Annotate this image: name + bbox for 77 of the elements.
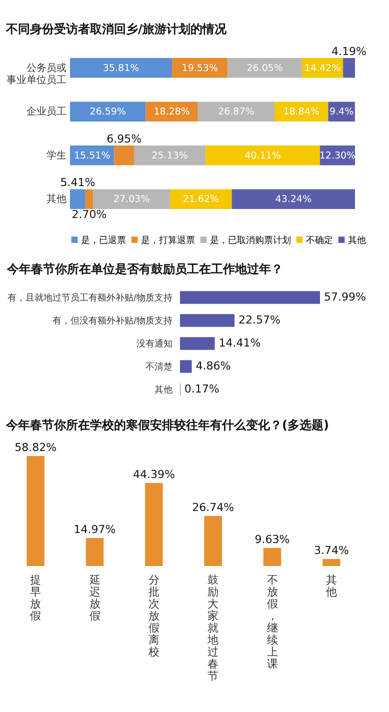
- bar: [206, 146, 320, 166]
- data-label: 27.03%: [114, 194, 150, 206]
- data-label: 21.62%: [182, 194, 220, 206]
- data-label: 19.53%: [182, 62, 218, 74]
- y-tick-label: 公务员或事业单位员工: [6, 62, 66, 86]
- data-label: 9.63%: [254, 532, 290, 546]
- data-label: 26.59%: [90, 106, 126, 118]
- bar: [86, 538, 104, 566]
- data-label: 26.74%: [192, 500, 234, 514]
- data-label: 12.30%: [319, 150, 356, 162]
- y-tick-label: 有，且就地过节员工有额外补贴/物质支持: [7, 292, 172, 304]
- bar: [170, 189, 232, 209]
- data-label: 5.41%: [60, 176, 96, 190]
- data-label: 58.82%: [14, 441, 57, 454]
- y-tick-label: 不清楚: [146, 362, 172, 372]
- y-tick-label: 学生: [46, 149, 66, 162]
- legend-label: 是，已取消购票计划: [210, 234, 291, 246]
- bar: [180, 291, 320, 304]
- bar: [70, 189, 86, 209]
- category-label: 鼓励大家就地过春节: [208, 574, 219, 682]
- data-label: 25.13%: [152, 150, 188, 162]
- y-tick-label: 没有通知: [136, 338, 172, 350]
- bar: [85, 189, 94, 209]
- bar: [204, 516, 222, 566]
- bar: [134, 146, 206, 166]
- data-label: 26.05%: [246, 62, 283, 74]
- chart-title: 今年春节你所在学校的寒假安排较往年有什么变化？(多选题): [5, 418, 329, 432]
- data-label: 40.11%: [244, 150, 281, 162]
- data-label: 4.86%: [196, 360, 231, 372]
- x-tick-label: 提早放假: [30, 574, 42, 622]
- y-tick-label: 其他: [46, 193, 66, 206]
- data-label: 57.99%: [324, 290, 366, 304]
- bar: [114, 146, 134, 166]
- bar: [180, 314, 234, 327]
- bar: [263, 548, 282, 566]
- x-tick-label: 延迟放假: [88, 574, 100, 622]
- bar: [232, 189, 355, 209]
- y-tick-label: 其他: [154, 384, 172, 396]
- data-label: 22.57%: [238, 314, 280, 326]
- x-tick-label: 分批次放假离校: [147, 574, 160, 658]
- legend-label: 其他: [348, 234, 366, 246]
- data-label: 43.24%: [275, 194, 312, 206]
- data-label: 26.87%: [218, 106, 254, 118]
- legend-label: 不确定: [306, 234, 333, 246]
- chart-title: 不同身份受访者取消回乡/旅游计划的情况: [5, 22, 228, 36]
- legend-label: 是，已退票: [81, 234, 126, 246]
- bar: [343, 58, 355, 78]
- bar: [228, 58, 302, 78]
- bar: [70, 58, 172, 78]
- data-label: 15.51%: [74, 150, 110, 162]
- y-tick-label: 企业员工: [26, 106, 66, 118]
- bar: [180, 360, 192, 373]
- data-label: 9.4%: [329, 106, 354, 118]
- chart-title: 今年春节你所在单位是否有鼓励员工在工作地过年？: [6, 262, 283, 276]
- legend-label: 是，打算退票: [141, 234, 195, 246]
- bar: [322, 559, 340, 566]
- data-label: 44.39%: [132, 468, 175, 481]
- data-label: 4.19%: [332, 44, 367, 58]
- data-label: 18.28%: [154, 106, 190, 118]
- data-label: 2.70%: [72, 208, 107, 222]
- bar: [198, 102, 274, 122]
- y-tick-label: 有，但没有额外补贴/物质支持: [52, 316, 172, 326]
- bar: [145, 482, 163, 566]
- data-label: 35.81%: [102, 62, 140, 74]
- x-tick-label: 不放假，继续上课: [266, 574, 278, 670]
- bar: [26, 456, 44, 566]
- data-label: 0.17%: [184, 382, 220, 396]
- bar: [70, 102, 146, 122]
- bar: [180, 337, 215, 350]
- data-label: 18.84%: [283, 106, 320, 118]
- data-label: 14.41%: [218, 336, 261, 350]
- x-tick-label: 其他: [326, 574, 337, 598]
- data-label: 14.42%: [304, 62, 341, 74]
- bar: [93, 189, 170, 209]
- data-label: 6.95%: [106, 132, 142, 146]
- data-label: 14.97%: [74, 523, 116, 536]
- data-label: 3.74%: [314, 544, 349, 558]
